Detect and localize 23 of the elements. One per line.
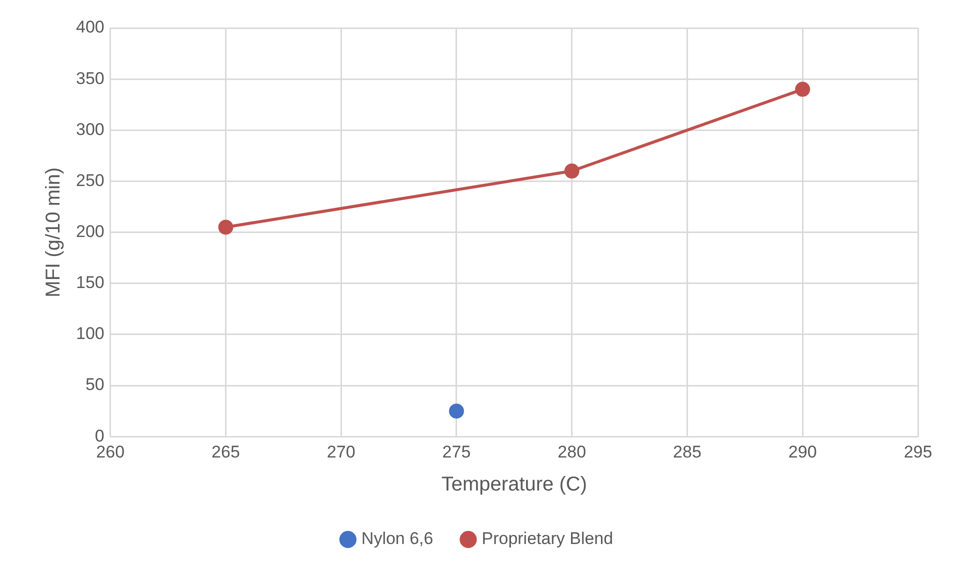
point: [448, 404, 464, 419]
x-tick-label: 265: [212, 442, 240, 462]
legend-label: Nylon 6,6: [361, 529, 434, 548]
y-tick-label: 200: [76, 222, 104, 241]
y-tick-label: 300: [76, 120, 104, 139]
y-tick-label: 350: [76, 68, 104, 88]
y-tick-label: 400: [76, 18, 104, 37]
y-tick-label: 50: [85, 375, 104, 394]
legend-label: Proprietary Blend: [482, 529, 614, 548]
y-tick-label: 250: [76, 170, 104, 190]
y-tick-label: 150: [76, 273, 104, 292]
x-tick-label: 275: [442, 442, 471, 462]
x-tick-label: 280: [558, 442, 586, 462]
point: [564, 164, 580, 179]
x-axis-title: Temperature (C): [441, 474, 587, 496]
x-tick-label: 295: [904, 442, 932, 462]
y-axis-title: MFI (g/10 min): [42, 167, 65, 298]
x-tick-label: 285: [673, 442, 702, 462]
point: [218, 220, 234, 235]
y-tick-label: 100: [76, 324, 104, 344]
point: [795, 82, 810, 97]
x-tick-label: 290: [788, 442, 817, 462]
x-tick-label: 270: [326, 442, 356, 462]
